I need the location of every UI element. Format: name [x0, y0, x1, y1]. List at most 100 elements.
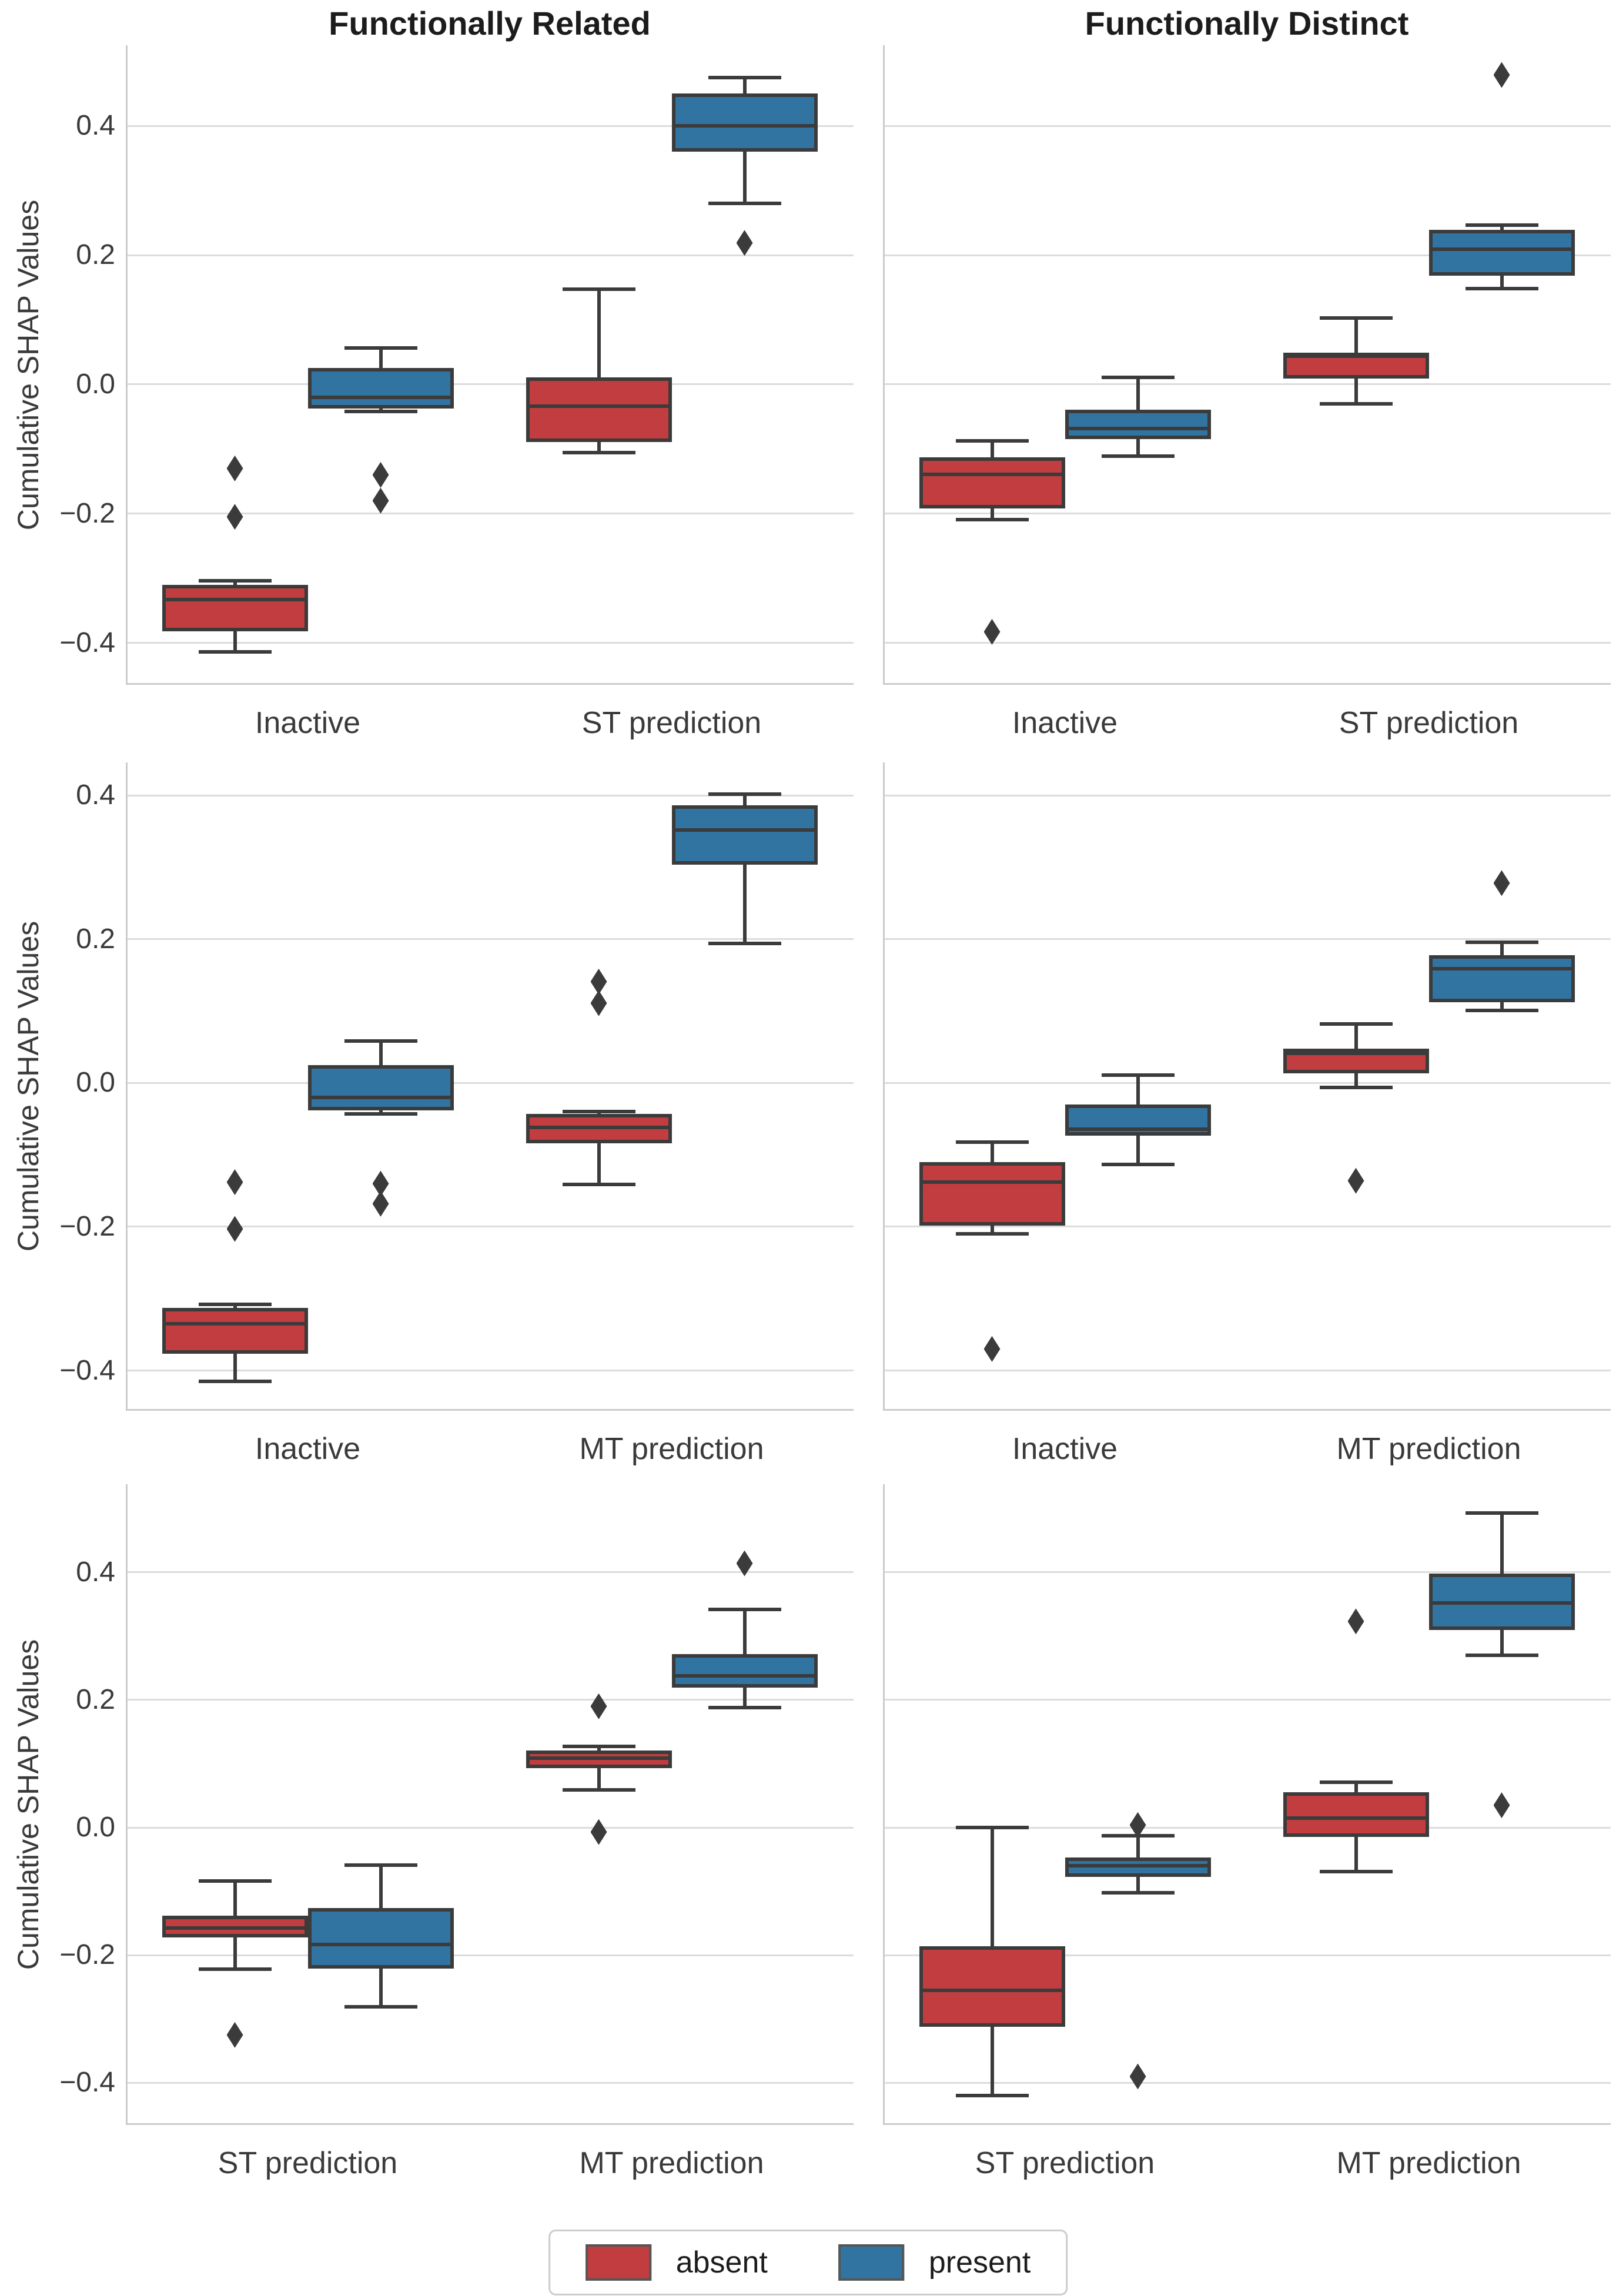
ytick-label: −0.2: [59, 1210, 115, 1242]
legend-swatch-absent: [585, 2244, 651, 2281]
whisker-lower: [1500, 1629, 1504, 1655]
whisker-lower: [1354, 1837, 1358, 1872]
whisker-cap-lower: [562, 1788, 635, 1792]
whisker-lower: [233, 1354, 237, 1381]
box-present: [671, 805, 818, 865]
box-present: [1065, 409, 1211, 440]
whisker-lower: [379, 1969, 383, 2007]
whisker-upper: [233, 581, 237, 585]
xtick-label: MT prediction: [579, 1432, 764, 1466]
column-title-functionally-related: Functionally Related: [329, 5, 651, 42]
gridline: [883, 1571, 1611, 1574]
xtick-label: MT prediction: [579, 2146, 764, 2180]
gridline: [883, 794, 1611, 796]
ytick-label: 0.2: [76, 239, 115, 271]
gridline: [126, 1954, 854, 1956]
gridline: [126, 1370, 854, 1372]
whisker-lower: [742, 864, 747, 944]
whisker-cap-upper: [955, 1826, 1029, 1830]
box-absent: [919, 1946, 1065, 2027]
column-title-functionally-distinct: Functionally Distinct: [1085, 5, 1409, 42]
whisker-upper: [233, 1881, 237, 1916]
whisker-cap-lower: [198, 1967, 272, 1972]
xtick-label: MT prediction: [1336, 1432, 1521, 1466]
median-line: [163, 1926, 306, 1930]
gridline: [126, 383, 854, 386]
median-line: [1066, 426, 1209, 430]
whisker-cap-upper: [1465, 1511, 1538, 1515]
whisker-cap-upper: [1319, 1780, 1393, 1784]
whisker-cap-upper: [1465, 223, 1538, 227]
gridline: [883, 938, 1611, 941]
box-present: [307, 1907, 454, 1969]
whisker-upper: [1500, 225, 1504, 230]
median-line: [163, 597, 306, 601]
whisker-upper: [990, 1828, 994, 1946]
whisker-lower: [1500, 276, 1504, 289]
whisker-cap-lower: [955, 517, 1029, 521]
legend-label-present: present: [928, 2245, 1031, 2280]
median-line: [1284, 1816, 1427, 1820]
box-present: [1428, 230, 1575, 276]
whisker-cap-lower: [708, 202, 781, 206]
whisker-lower: [990, 508, 994, 520]
median-line: [921, 1180, 1063, 1184]
gridline: [126, 513, 854, 515]
whisker-lower: [990, 1225, 994, 1234]
whisker-cap-upper: [344, 1863, 417, 1867]
median-line: [673, 124, 816, 128]
box-absent: [919, 1162, 1065, 1226]
median-line: [921, 1988, 1063, 1992]
gridline: [126, 125, 854, 127]
box-absent: [1283, 1792, 1429, 1838]
gridline: [126, 1571, 854, 1574]
median-line: [309, 395, 452, 399]
whisker-cap-upper: [1465, 940, 1538, 944]
ytick-label: −0.2: [59, 497, 115, 529]
whisker-cap-upper: [344, 1039, 417, 1043]
ytick-label: 0.0: [76, 1812, 115, 1843]
whisker-upper: [1500, 1512, 1504, 1574]
whisker-cap-upper: [708, 792, 781, 796]
subplot-axes-row3-col2: [883, 1484, 1611, 2125]
legend-item-absent: absent: [585, 2242, 768, 2283]
whisker-cap-upper: [955, 439, 1029, 443]
xtick-label: Inactive: [1012, 706, 1118, 740]
median-line: [1430, 1601, 1573, 1605]
whisker-upper: [742, 794, 747, 806]
whisker-upper: [1136, 377, 1140, 410]
box-absent: [919, 457, 1065, 508]
whisker-cap-upper: [344, 346, 417, 350]
whisker-lower: [379, 1110, 383, 1114]
whisker-cap-lower: [1465, 1008, 1538, 1012]
xtick-label: Inactive: [255, 706, 361, 740]
whisker-cap-upper: [198, 579, 272, 583]
gridline: [126, 2081, 854, 2084]
whisker-lower: [1354, 1073, 1358, 1087]
whisker-lower: [233, 1937, 237, 1970]
whisker-upper: [379, 1041, 383, 1065]
whisker-cap-lower: [1101, 1890, 1175, 1895]
whisker-upper: [990, 440, 994, 458]
whisker-cap-lower: [1319, 1085, 1393, 1089]
whisker-upper: [597, 1746, 601, 1751]
legend: absent present: [548, 2230, 1068, 2295]
whisker-cap-upper: [562, 287, 635, 292]
gridline: [883, 1826, 1611, 1829]
ytick-label: 0.0: [76, 368, 115, 400]
gridline: [126, 1826, 854, 1829]
box-present: [671, 93, 818, 152]
median-line: [921, 472, 1063, 476]
gridline: [126, 1082, 854, 1084]
median-line: [527, 1126, 670, 1130]
whisker-upper: [742, 77, 747, 94]
ytick-label: 0.4: [76, 779, 115, 811]
ytick-label: −0.4: [59, 2067, 115, 2098]
xtick-label: Inactive: [1012, 1432, 1118, 1466]
whisker-upper: [1354, 1024, 1358, 1049]
median-line: [673, 1674, 816, 1678]
gridline: [883, 125, 1611, 127]
xtick-label: ST prediction: [975, 2146, 1155, 2180]
whisker-cap-upper: [1101, 375, 1175, 379]
whisker-lower: [990, 2026, 994, 2096]
